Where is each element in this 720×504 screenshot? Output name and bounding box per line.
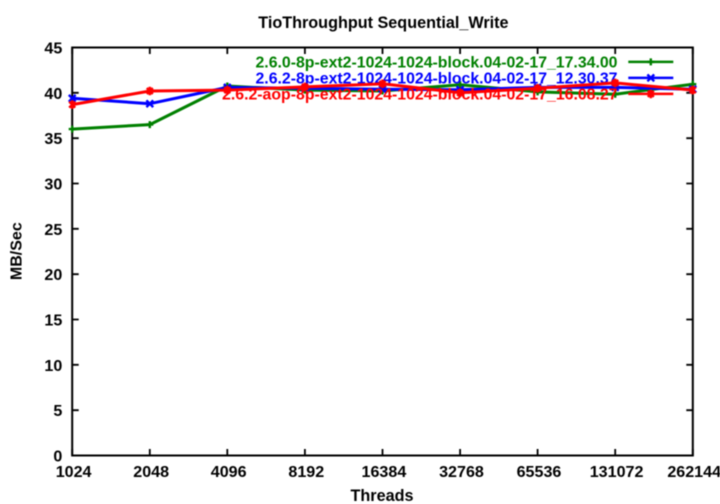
svg-text:2.6.2-8p-ext2-1024-1024-block.: 2.6.2-8p-ext2-1024-1024-block.04-02-17_1… (255, 71, 617, 88)
svg-text:Threads: Threads (351, 487, 414, 504)
svg-text:2.6.2-aop-8p-ext2-1024-1024-bl: 2.6.2-aop-8p-ext2-1024-1024-block.04-02-… (222, 87, 618, 104)
svg-text:45: 45 (44, 40, 62, 58)
svg-text:2.6.0-8p-ext2-1024-1024-block.: 2.6.0-8p-ext2-1024-1024-block.04-02-17_1… (255, 55, 617, 72)
svg-text:4096: 4096 (211, 463, 247, 481)
svg-text:25: 25 (44, 221, 62, 239)
svg-text:40: 40 (44, 85, 62, 103)
svg-text:20: 20 (44, 266, 62, 284)
svg-text:15: 15 (44, 312, 62, 330)
svg-text:65536: 65536 (517, 463, 562, 481)
svg-text:1024: 1024 (56, 463, 92, 481)
svg-text:5: 5 (53, 402, 62, 420)
svg-text:TioThroughput Sequential_Write: TioThroughput Sequential_Write (258, 14, 508, 32)
svg-text:262144: 262144 (667, 463, 720, 481)
svg-text:2048: 2048 (133, 463, 169, 481)
svg-text:30: 30 (44, 176, 62, 194)
svg-text:8192: 8192 (288, 463, 324, 481)
svg-text:131072: 131072 (590, 463, 644, 481)
svg-text:32768: 32768 (439, 463, 484, 481)
svg-text:0: 0 (53, 448, 62, 466)
svg-text:35: 35 (44, 130, 62, 148)
svg-text:10: 10 (44, 357, 62, 375)
svg-text:16384: 16384 (362, 463, 407, 481)
svg-text:MB/Sec: MB/Sec (8, 222, 25, 280)
